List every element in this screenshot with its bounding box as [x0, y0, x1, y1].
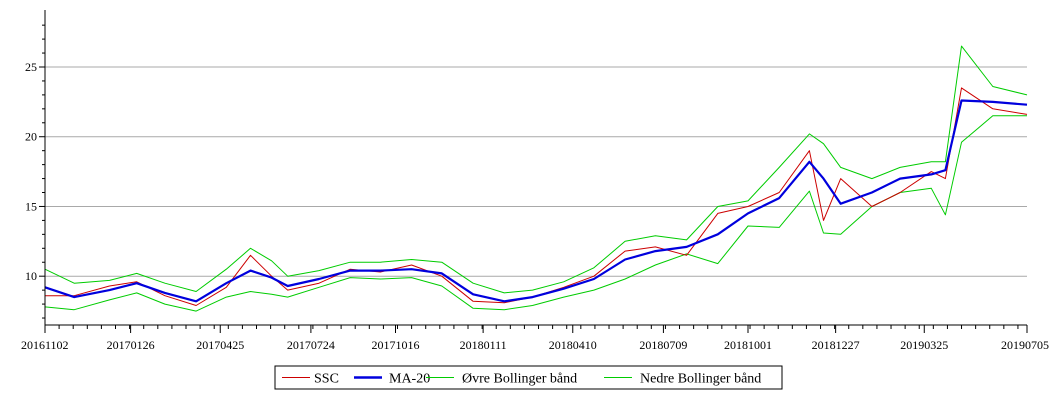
x-axis-ticks: 20161102 20170126 20170425 20170724 20171016… — [21, 325, 1049, 352]
y-tick-label: 10 — [25, 269, 37, 283]
y-tick-label: 25 — [25, 60, 37, 74]
y-tick-label: 15 — [25, 199, 37, 213]
series-lines — [44, 45, 1028, 312]
legend-label: Øvre Bollinger bånd — [462, 372, 577, 387]
series-line-1 — [45, 87, 1028, 306]
series-line-2 — [44, 99, 1028, 303]
legend: SSC MA-20 Øvre Bollinger bånd Nedre Bolling… — [274, 365, 783, 390]
legend-label: MA-20 — [389, 372, 430, 387]
x-tick-label: 20171016 — [371, 338, 419, 352]
x-tick-label: 20181227 — [812, 338, 860, 352]
legend-label: Nedre Bollinger bånd — [640, 372, 761, 387]
x-tick-label: 20180111 — [460, 338, 507, 352]
x-tick-label: 20161102 — [21, 338, 69, 352]
y-gridlines — [45, 66, 1027, 277]
x-tick-label: 20181001 — [724, 338, 772, 352]
series-line-3 — [44, 45, 1028, 294]
x-tick-label: 20180410 — [549, 338, 597, 352]
x-tick-label: 20170425 — [196, 338, 244, 352]
y-tick-label: 20 — [25, 130, 37, 144]
x-tick-label: 20170724 — [287, 338, 335, 352]
x-tick-label: 20190325 — [900, 338, 948, 352]
legend-label: SSC — [314, 372, 339, 387]
series-line-4 — [44, 115, 1027, 312]
x-tick-label: 20190705 — [1001, 338, 1049, 352]
x-tick-label: 20170126 — [107, 338, 155, 352]
x-tick-label: 20180709 — [639, 338, 687, 352]
y-axis-ticks: 10 15 20 25 — [25, 24, 45, 319]
axes — [44, 10, 1027, 326]
legend-box — [274, 365, 783, 390]
